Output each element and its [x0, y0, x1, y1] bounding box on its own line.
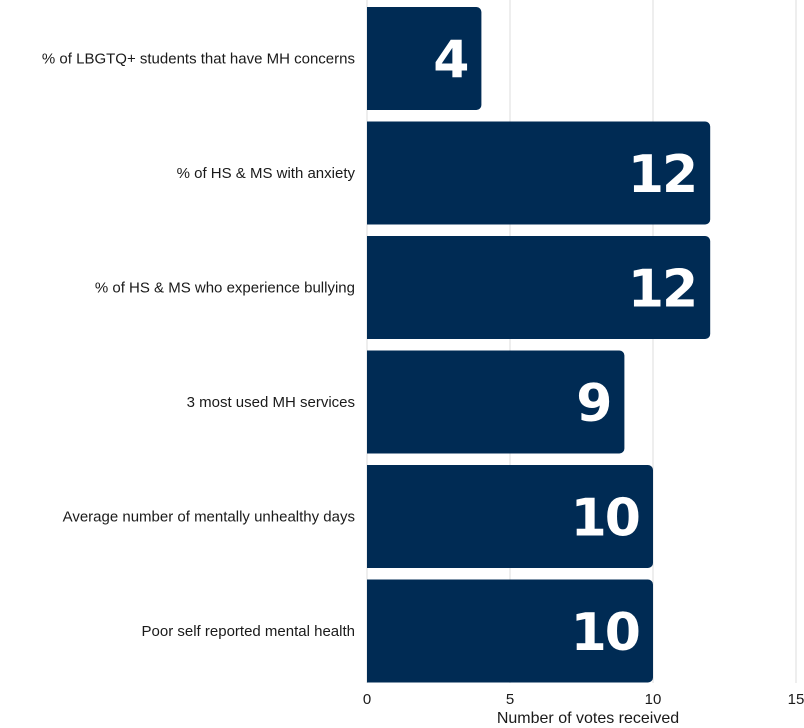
data-label: 10 [571, 489, 639, 549]
data-label: 4 [433, 31, 467, 91]
bar-left-edge [367, 350, 375, 454]
x-tick-label: 10 [645, 691, 662, 708]
bar-left-edge [367, 7, 375, 110]
bar [367, 465, 653, 568]
category-label: % of HS & MS with anxiety [177, 165, 356, 182]
bar [367, 579, 653, 683]
bar-left-edge [367, 579, 375, 683]
bar [367, 7, 482, 110]
category-label: 3 most used MH services [187, 394, 355, 411]
x-tick-label: 0 [363, 691, 371, 708]
x-tick-label: 15 [788, 691, 804, 708]
bar-left-edge [367, 121, 375, 225]
category-labels: % of LBGTQ+ students that have MH concer… [42, 51, 356, 641]
category-label: % of HS & MS who experience bullying [95, 280, 355, 297]
data-label: 9 [576, 374, 610, 434]
category-label: Poor self reported mental health [142, 623, 355, 640]
x-axis-title: Number of votes received [497, 710, 679, 727]
data-label: 12 [628, 145, 696, 205]
bar [367, 236, 711, 339]
bar-left-edge [367, 465, 375, 568]
x-axis-ticks: 0 5 10 15 [363, 691, 804, 708]
data-label: 10 [571, 603, 639, 663]
bar-left-edge [367, 236, 375, 339]
data-label: 12 [628, 260, 696, 320]
grid-layer [366, 0, 797, 683]
bar [367, 350, 625, 454]
bars-layer: 4 12 12 9 10 10 [367, 7, 711, 683]
category-label: % of LBGTQ+ students that have MH concer… [42, 51, 355, 68]
category-label: Average number of mentally unhealthy day… [63, 509, 355, 526]
x-tick-label: 5 [506, 691, 514, 708]
bar [367, 121, 711, 225]
